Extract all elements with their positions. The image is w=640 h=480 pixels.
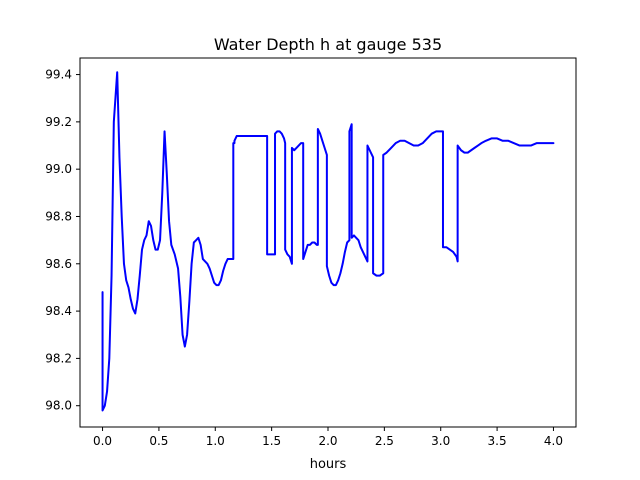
x-tick-label: 4.0 xyxy=(544,434,563,448)
x-tick-label: 2.5 xyxy=(375,434,394,448)
x-axis-ticks: 0.0 0.5 1.0 1.5 2.0 2.5 3.0 3.5 4.0 xyxy=(93,427,563,448)
y-axis-ticks: 98.0 98.2 98.4 98.6 98.8 99.0 99.2 99.4 xyxy=(45,68,80,413)
x-axis-label: hours xyxy=(310,457,347,472)
y-tick-label: 98.8 xyxy=(45,209,72,223)
y-tick-label: 98.6 xyxy=(45,257,72,271)
y-tick-label: 99.4 xyxy=(45,68,72,82)
y-tick-label: 98.4 xyxy=(45,304,72,318)
chart-title: Water Depth h at gauge 535 xyxy=(214,35,442,54)
plot-frame xyxy=(79,57,577,428)
x-tick-label: 1.5 xyxy=(262,434,281,448)
y-tick-label: 99.0 xyxy=(45,162,72,176)
x-tick-label: 3.5 xyxy=(488,434,507,448)
series-line-0 xyxy=(101,71,555,412)
x-tick-label: 2.0 xyxy=(318,434,337,448)
x-tick-label: 0.0 xyxy=(93,434,112,448)
x-tick-label: 0.5 xyxy=(149,434,168,448)
x-tick-label: 1.0 xyxy=(206,434,225,448)
x-tick-label: 3.0 xyxy=(431,434,450,448)
y-tick-label: 99.2 xyxy=(45,115,72,129)
y-tick-label: 98.2 xyxy=(45,351,72,365)
y-tick-label: 98.0 xyxy=(45,399,72,413)
plot-area xyxy=(80,58,576,427)
plot-lines xyxy=(101,71,555,412)
